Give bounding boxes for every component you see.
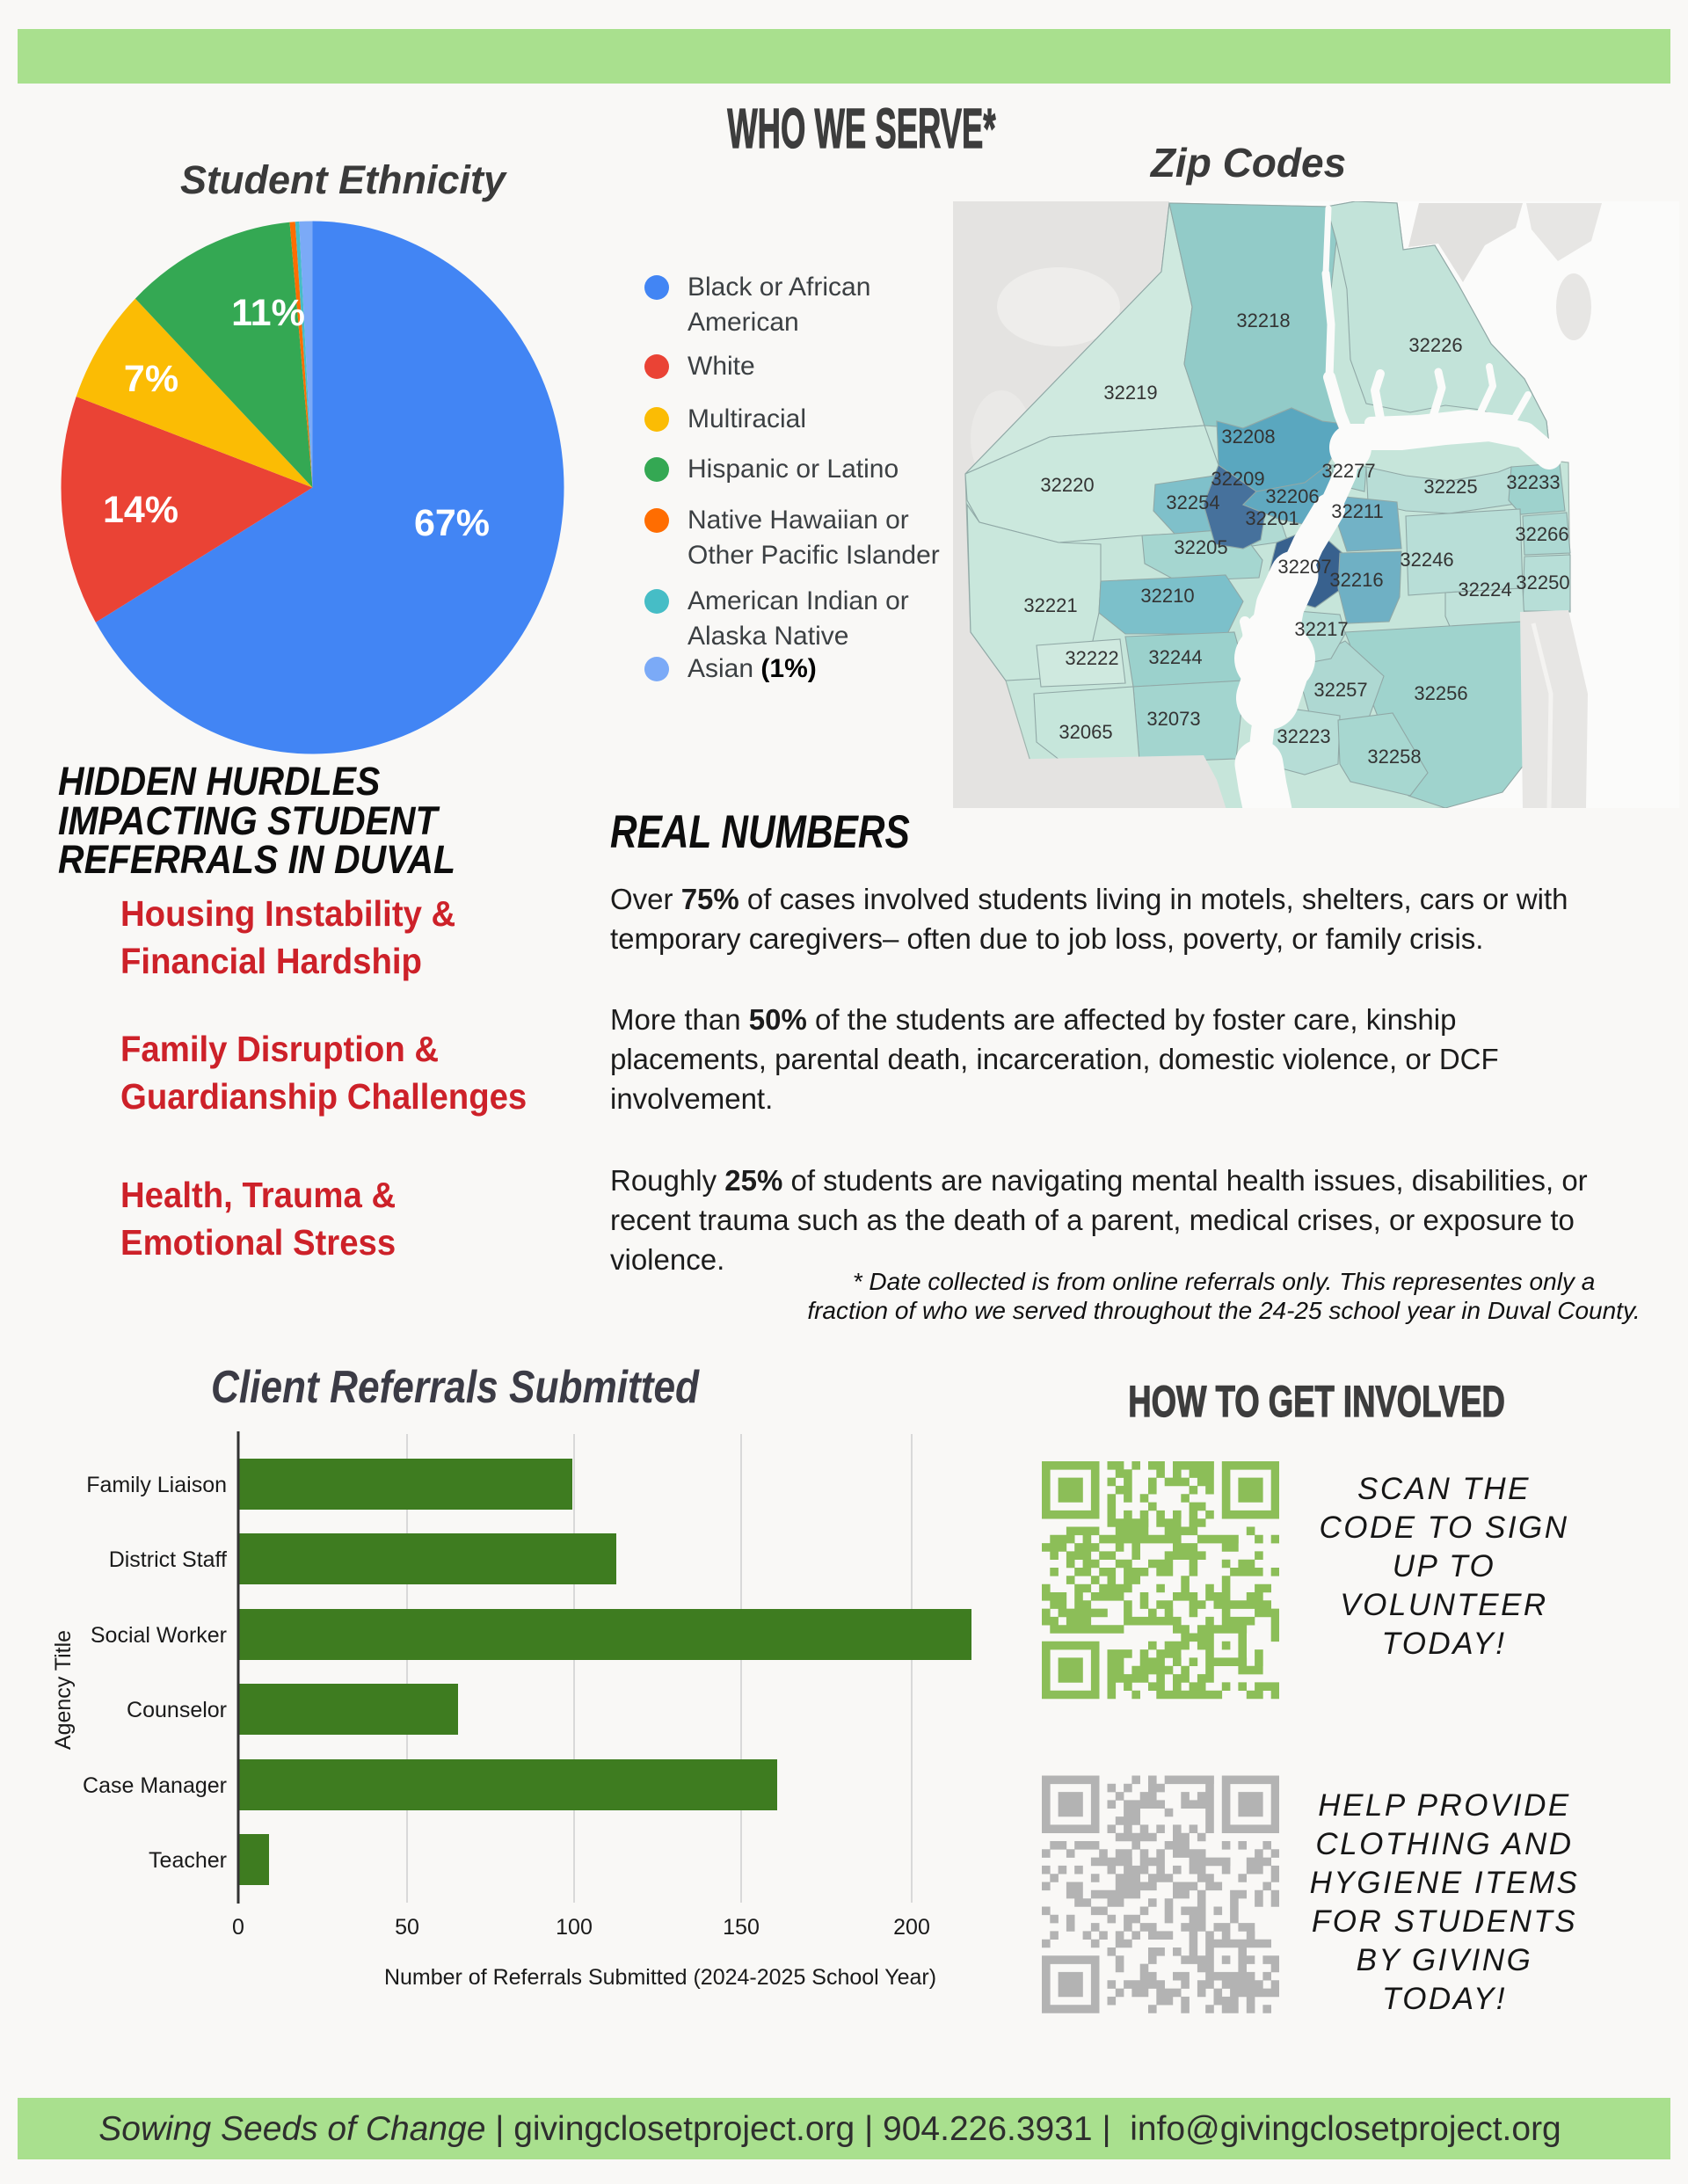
svg-text:32220: 32220	[1040, 474, 1094, 496]
svg-text:32219: 32219	[1103, 382, 1157, 404]
svg-text:32233: 32233	[1506, 471, 1560, 493]
svg-text:32254: 32254	[1166, 491, 1219, 513]
svg-text:Social Worker: Social Worker	[91, 1623, 227, 1648]
svg-text:32217: 32217	[1294, 618, 1348, 640]
svg-text:Teacher: Teacher	[149, 1848, 227, 1873]
svg-text:7%: 7%	[124, 358, 178, 400]
svg-text:32256: 32256	[1414, 682, 1467, 704]
svg-text:32201: 32201	[1245, 507, 1299, 529]
svg-text:50: 50	[395, 1915, 419, 1940]
svg-text:32205: 32205	[1174, 536, 1227, 558]
svg-text:District Staff: District Staff	[109, 1547, 227, 1572]
svg-text:32210: 32210	[1140, 585, 1194, 607]
svg-text:32266: 32266	[1515, 523, 1568, 545]
svg-text:32222: 32222	[1065, 647, 1118, 669]
svg-text:32073: 32073	[1146, 708, 1200, 730]
svg-text:67%: 67%	[414, 502, 490, 544]
svg-text:32226: 32226	[1408, 334, 1462, 356]
svg-text:32211: 32211	[1331, 500, 1384, 522]
svg-text:32218: 32218	[1236, 309, 1290, 331]
svg-text:32208: 32208	[1221, 426, 1275, 448]
svg-text:0: 0	[232, 1915, 244, 1940]
svg-text:32209: 32209	[1211, 468, 1264, 490]
svg-text:Case Manager: Case Manager	[83, 1773, 227, 1798]
svg-text:32216: 32216	[1329, 569, 1383, 591]
svg-text:200: 200	[893, 1915, 930, 1940]
svg-text:32065: 32065	[1059, 721, 1112, 743]
svg-text:32221: 32221	[1023, 594, 1077, 616]
svg-text:32277: 32277	[1321, 460, 1375, 482]
svg-text:32225: 32225	[1423, 476, 1477, 498]
svg-text:Agency Title: Agency Title	[51, 1630, 76, 1750]
svg-text:100: 100	[556, 1915, 593, 1940]
svg-text:14%: 14%	[103, 489, 178, 531]
svg-text:32223: 32223	[1277, 725, 1330, 747]
svg-text:32207: 32207	[1277, 556, 1331, 578]
svg-text:32250: 32250	[1516, 571, 1569, 593]
svg-text:32257: 32257	[1313, 679, 1367, 701]
svg-text:Counselor: Counselor	[127, 1698, 227, 1722]
svg-text:Family Liaison: Family Liaison	[86, 1473, 227, 1497]
svg-text:32258: 32258	[1367, 746, 1421, 768]
svg-text:150: 150	[723, 1915, 760, 1940]
svg-text:32246: 32246	[1400, 549, 1453, 571]
svg-text:Number of Referrals Submitted: Number of Referrals Submitted (2024-2025…	[384, 1965, 936, 1990]
svg-text:11%: 11%	[231, 292, 305, 334]
svg-text:32244: 32244	[1148, 646, 1202, 668]
svg-text:32206: 32206	[1265, 485, 1319, 507]
svg-text:32224: 32224	[1458, 579, 1511, 601]
